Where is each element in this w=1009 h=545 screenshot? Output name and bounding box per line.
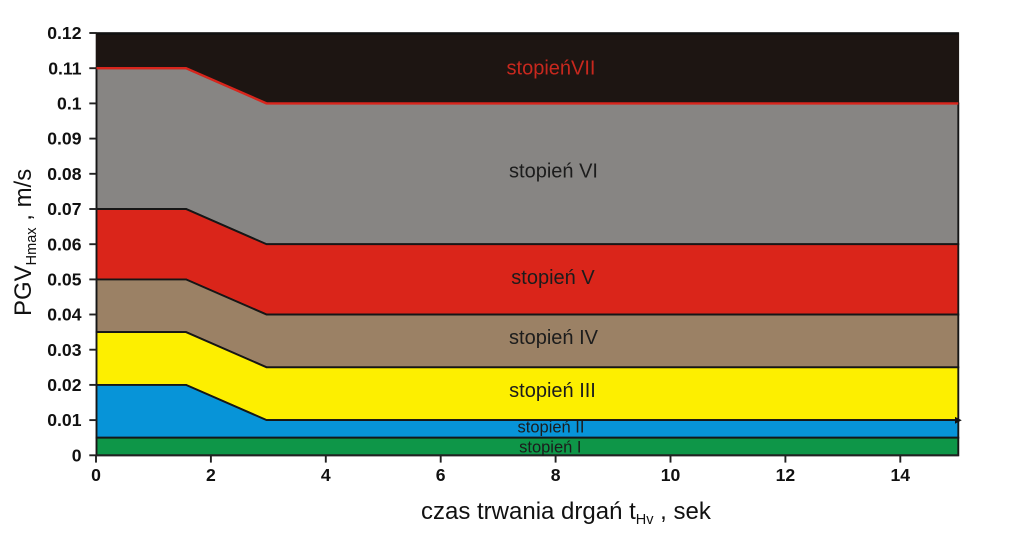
svg-text:0.04: 0.04: [47, 305, 81, 325]
svg-text:stopień III: stopień III: [509, 380, 596, 402]
svg-text:stopień VI: stopień VI: [509, 161, 598, 183]
svg-text:0.03: 0.03: [47, 340, 81, 360]
svg-text:0.07: 0.07: [47, 199, 81, 219]
svg-text:0.06: 0.06: [47, 234, 81, 254]
svg-text:0: 0: [72, 445, 82, 465]
svg-text:0.1: 0.1: [57, 94, 82, 114]
svg-text:0: 0: [91, 465, 101, 485]
svg-text:12: 12: [776, 465, 796, 485]
svg-text:stopień IV: stopień IV: [509, 327, 599, 349]
svg-text:14: 14: [891, 465, 911, 485]
svg-text:6: 6: [436, 465, 446, 485]
svg-text:stopień V: stopień V: [511, 267, 595, 289]
svg-text:0.01: 0.01: [47, 410, 81, 430]
svg-text:stopień I: stopień I: [519, 438, 581, 456]
svg-text:czas trwania drgań tHv , sek: czas trwania drgań tHv , sek: [421, 498, 712, 528]
svg-text:0.08: 0.08: [47, 164, 81, 184]
svg-text:stopieńVII: stopieńVII: [507, 58, 596, 80]
svg-text:10: 10: [661, 465, 681, 485]
svg-text:0.11: 0.11: [48, 58, 81, 78]
svg-text:4: 4: [321, 465, 331, 485]
svg-text:stopień II: stopień II: [518, 419, 585, 437]
svg-text:0.02: 0.02: [47, 375, 81, 395]
svg-text:0.09: 0.09: [47, 129, 81, 149]
svg-text:PGVHmax , m/s: PGVHmax , m/s: [10, 169, 40, 316]
svg-text:8: 8: [551, 465, 561, 485]
svg-text:0.05: 0.05: [47, 270, 81, 290]
svg-text:0.12: 0.12: [47, 23, 81, 43]
svg-text:2: 2: [206, 465, 216, 485]
